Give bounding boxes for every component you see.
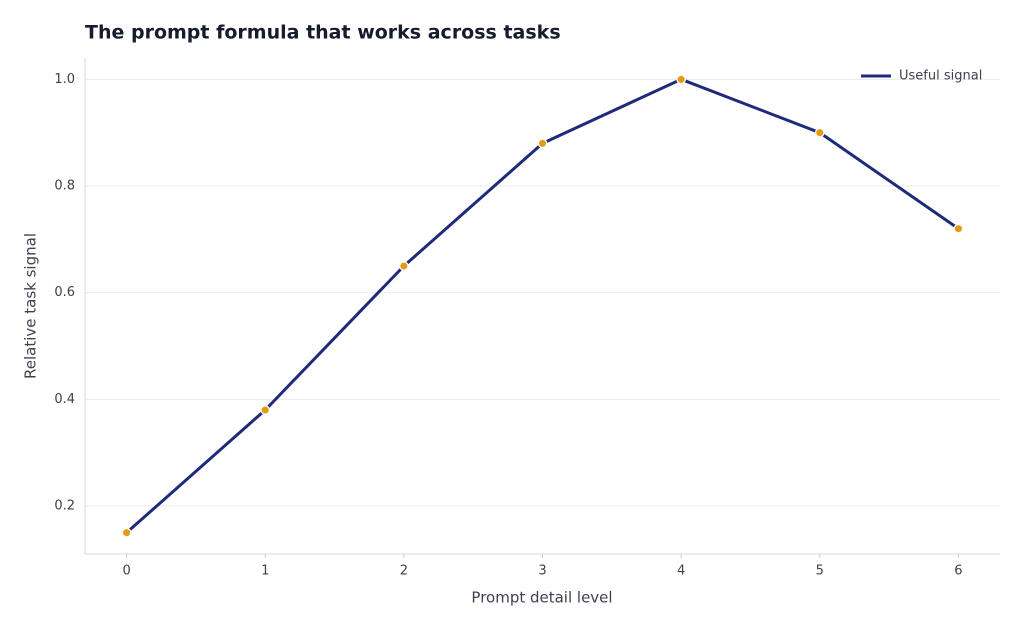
x-tick-label: 2 [400,564,408,579]
y-tick-label: 1.0 [54,72,75,87]
x-tick-label: 1 [261,564,269,579]
marker [814,127,825,138]
marker [121,527,132,538]
marker [676,74,686,85]
x-tick-label: 0 [122,564,130,579]
marker [953,223,964,234]
y-tick-label: 0.6 [54,285,75,300]
x-tick-label: 3 [538,564,546,579]
marker [260,405,271,415]
y-tick-label: 0.2 [54,499,75,514]
marker [537,138,548,149]
x-tick-label: 6 [954,564,962,579]
y-axis-label: Relative task signal [22,233,40,379]
y-tick-label: 0.4 [54,392,75,407]
x-tick-label: 4 [677,564,685,579]
legend-label: Useful signal [899,69,982,84]
x-tick-label: 5 [816,564,824,579]
y-tick-label: 0.8 [54,179,75,194]
marker [399,261,409,271]
chart-title: The prompt formula that works across tas… [85,22,561,44]
x-axis-label: Prompt detail level [471,589,612,607]
